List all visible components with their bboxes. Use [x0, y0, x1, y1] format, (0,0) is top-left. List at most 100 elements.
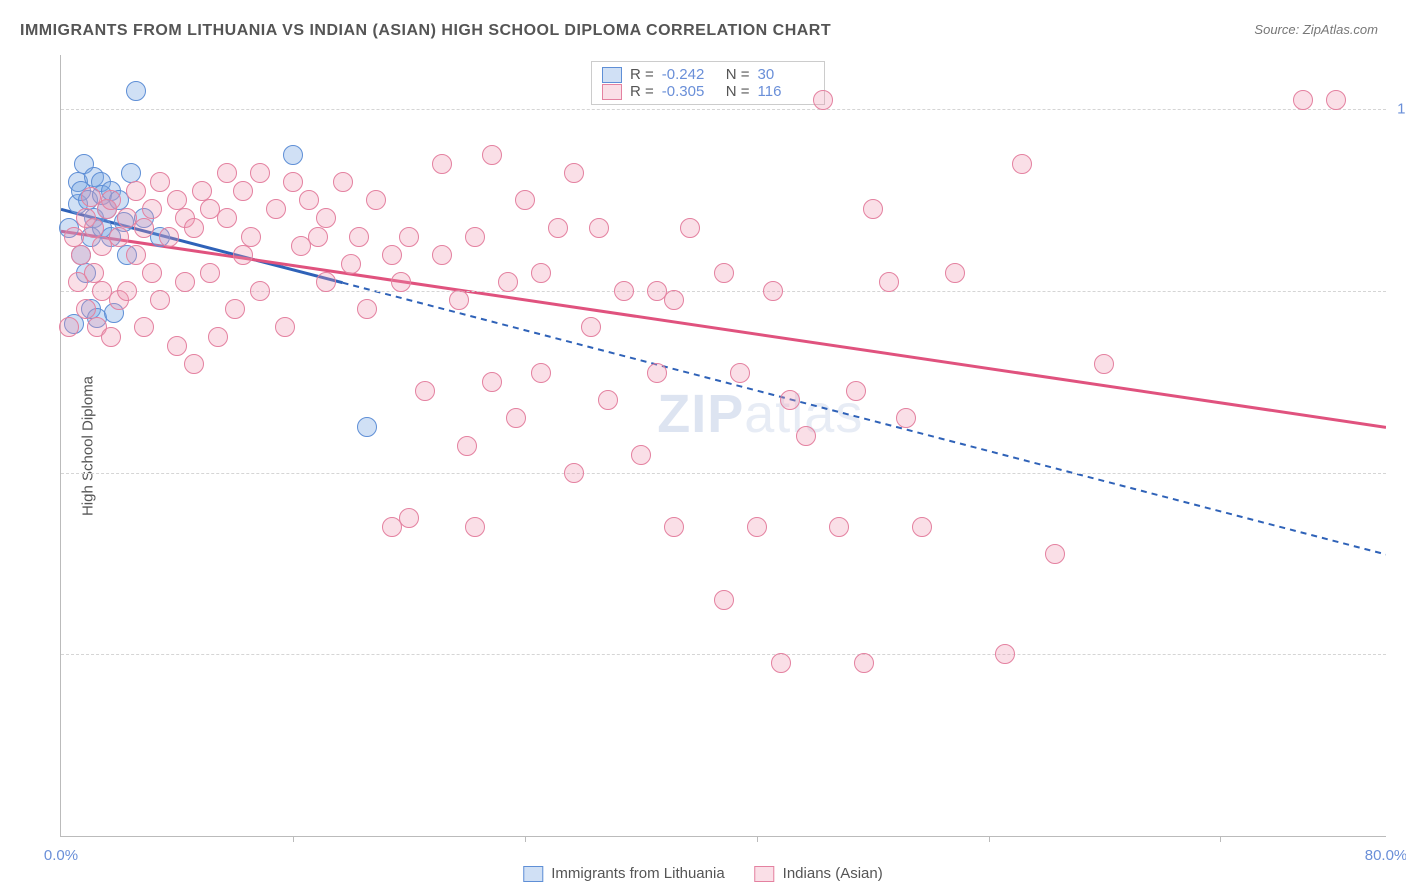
legend-item: Immigrants from Lithuania: [523, 865, 724, 882]
legend-label: Immigrants from Lithuania: [551, 865, 724, 882]
scatter-point: [515, 190, 535, 210]
scatter-point: [796, 426, 816, 446]
scatter-point: [457, 436, 477, 456]
source-attribution: Source: ZipAtlas.com: [1254, 22, 1378, 37]
scatter-point: [142, 199, 162, 219]
scatter-point: [564, 463, 584, 483]
scatter-point: [142, 263, 162, 283]
scatter-point: [896, 408, 916, 428]
scatter-point: [126, 245, 146, 265]
scatter-point: [879, 272, 899, 292]
scatter-point: [432, 154, 452, 174]
scatter-point: [308, 227, 328, 247]
scatter-point: [714, 263, 734, 283]
x-minor-tick: [757, 836, 758, 842]
scatter-point: [167, 190, 187, 210]
legend-item: Indians (Asian): [755, 865, 883, 882]
scatter-point: [184, 218, 204, 238]
scatter-point: [763, 281, 783, 301]
scatter-point: [357, 299, 377, 319]
gridline: [61, 654, 1386, 655]
scatter-point: [241, 227, 261, 247]
scatter-point: [275, 317, 295, 337]
scatter-point: [233, 181, 253, 201]
scatter-point: [631, 445, 651, 465]
chart-area: ZIPatlas R =-0.242N =30R =-0.305N =116 7…: [60, 55, 1386, 837]
scatter-point: [647, 363, 667, 383]
scatter-point: [71, 245, 91, 265]
scatter-point: [333, 172, 353, 192]
scatter-point: [531, 363, 551, 383]
scatter-point: [813, 90, 833, 110]
x-tick-label: 0.0%: [44, 847, 78, 864]
source-name: ZipAtlas.com: [1303, 22, 1378, 37]
scatter-point: [399, 508, 419, 528]
scatter-point: [283, 172, 303, 192]
scatter-point: [846, 381, 866, 401]
legend-swatch: [602, 84, 622, 100]
scatter-point: [415, 381, 435, 401]
scatter-point: [349, 227, 369, 247]
scatter-point: [250, 281, 270, 301]
legend-swatch: [523, 866, 543, 882]
n-value: 116: [758, 83, 814, 100]
r-value: -0.242: [662, 66, 718, 83]
y-tick-label: 100.0%: [1397, 101, 1406, 118]
legend-swatch: [602, 67, 622, 83]
scatter-point: [531, 263, 551, 283]
scatter-point: [1326, 90, 1346, 110]
scatter-point: [150, 172, 170, 192]
watermark: ZIPatlas: [657, 383, 863, 445]
scatter-point: [995, 644, 1015, 664]
plot-region: ZIPatlas R =-0.242N =30R =-0.305N =116 7…: [60, 55, 1386, 837]
legend-swatch: [755, 866, 775, 882]
r-label: R =: [630, 66, 654, 83]
scatter-point: [465, 517, 485, 537]
scatter-point: [449, 290, 469, 310]
scatter-point: [217, 163, 237, 183]
scatter-point: [84, 263, 104, 283]
legend-stat-row: R =-0.305N =116: [602, 83, 814, 100]
scatter-point: [747, 517, 767, 537]
scatter-point: [945, 263, 965, 283]
x-minor-tick: [293, 836, 294, 842]
gridline: [61, 109, 1386, 110]
scatter-point: [217, 208, 237, 228]
scatter-point: [159, 227, 179, 247]
r-label: R =: [630, 83, 654, 100]
scatter-point: [59, 317, 79, 337]
scatter-point: [200, 263, 220, 283]
scatter-point: [1012, 154, 1032, 174]
x-tick-label: 80.0%: [1365, 847, 1406, 864]
scatter-point: [564, 163, 584, 183]
scatter-point: [175, 272, 195, 292]
scatter-point: [1045, 544, 1065, 564]
scatter-point: [664, 517, 684, 537]
scatter-point: [598, 390, 618, 410]
scatter-point: [84, 218, 104, 238]
chart-title: IMMIGRANTS FROM LITHUANIA VS INDIAN (ASI…: [20, 22, 831, 40]
scatter-point: [863, 199, 883, 219]
scatter-point: [109, 227, 129, 247]
scatter-point: [316, 272, 336, 292]
scatter-point: [664, 290, 684, 310]
n-label: N =: [726, 83, 750, 100]
scatter-point: [771, 653, 791, 673]
scatter-point: [150, 290, 170, 310]
scatter-point: [614, 281, 634, 301]
n-value: 30: [758, 66, 814, 83]
legend-bottom: Immigrants from Lithuania Indians (Asian): [523, 865, 882, 882]
scatter-point: [482, 372, 502, 392]
scatter-point: [101, 190, 121, 210]
x-minor-tick: [1220, 836, 1221, 842]
scatter-point: [465, 227, 485, 247]
scatter-point: [548, 218, 568, 238]
scatter-point: [357, 417, 377, 437]
x-minor-tick: [989, 836, 990, 842]
scatter-point: [829, 517, 849, 537]
scatter-point: [382, 245, 402, 265]
scatter-point: [680, 218, 700, 238]
scatter-point: [117, 281, 137, 301]
scatter-point: [391, 272, 411, 292]
scatter-point: [780, 390, 800, 410]
